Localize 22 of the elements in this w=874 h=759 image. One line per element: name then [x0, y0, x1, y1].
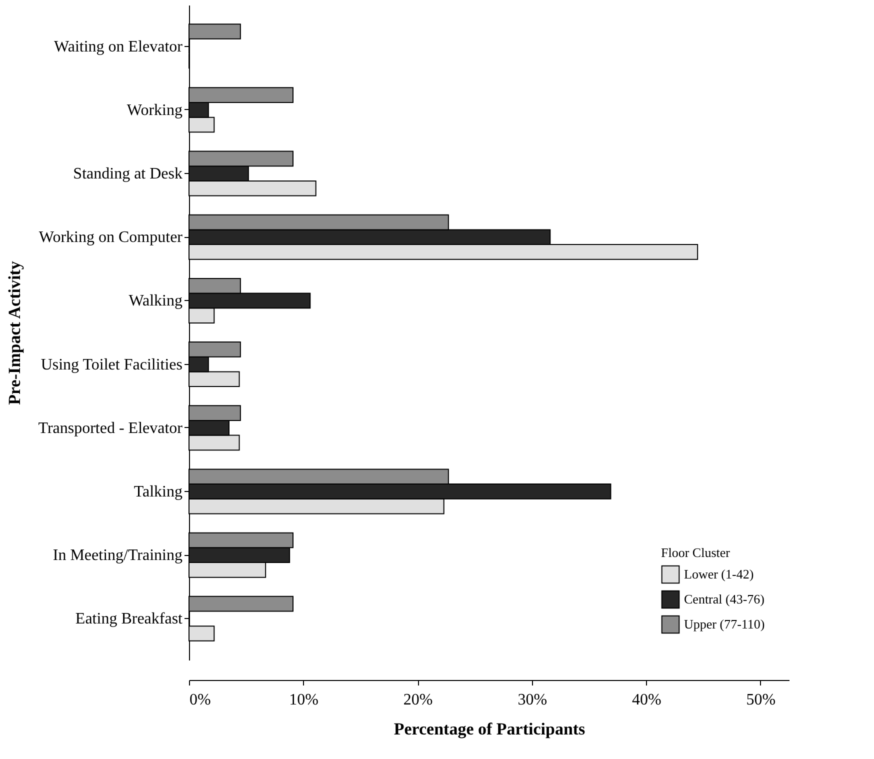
legend-label: Lower (1-42)	[684, 566, 754, 582]
x-tick-label: 40%	[632, 692, 662, 708]
legend-label: Central (43-76)	[684, 592, 765, 606]
y-tick-label: Standing at Desk	[73, 166, 182, 183]
y-tick-label: In Meeting/Training	[52, 547, 182, 564]
legend-label: Upper (77-110)	[684, 616, 765, 632]
x-axis-title: Percentage of Participants	[394, 720, 586, 738]
y-tick-label: Walking	[128, 292, 182, 310]
x-tick-label: 30%	[518, 692, 548, 708]
x-tick-label: 0%	[190, 692, 211, 708]
y-tick-label: Eating Breakfast	[75, 610, 184, 628]
x-tick-label: 50%	[746, 692, 776, 708]
y-tick-label: Transported - Elevator	[38, 420, 184, 437]
y-tick-label: Using Toilet Facilities	[40, 356, 182, 374]
y-tick-label: Working on Computer	[38, 229, 184, 246]
x-tick-label: 10%	[289, 692, 318, 708]
x-tick-label: 20%	[403, 692, 433, 708]
y-tick-label: Waiting on Elevator	[54, 38, 184, 56]
y-axis-title: Pre-Impact Activity	[5, 260, 24, 405]
y-tick-label: Talking	[134, 483, 182, 500]
y-tick-label: Working	[126, 102, 182, 119]
legend-title: Floor Cluster	[661, 545, 731, 560]
